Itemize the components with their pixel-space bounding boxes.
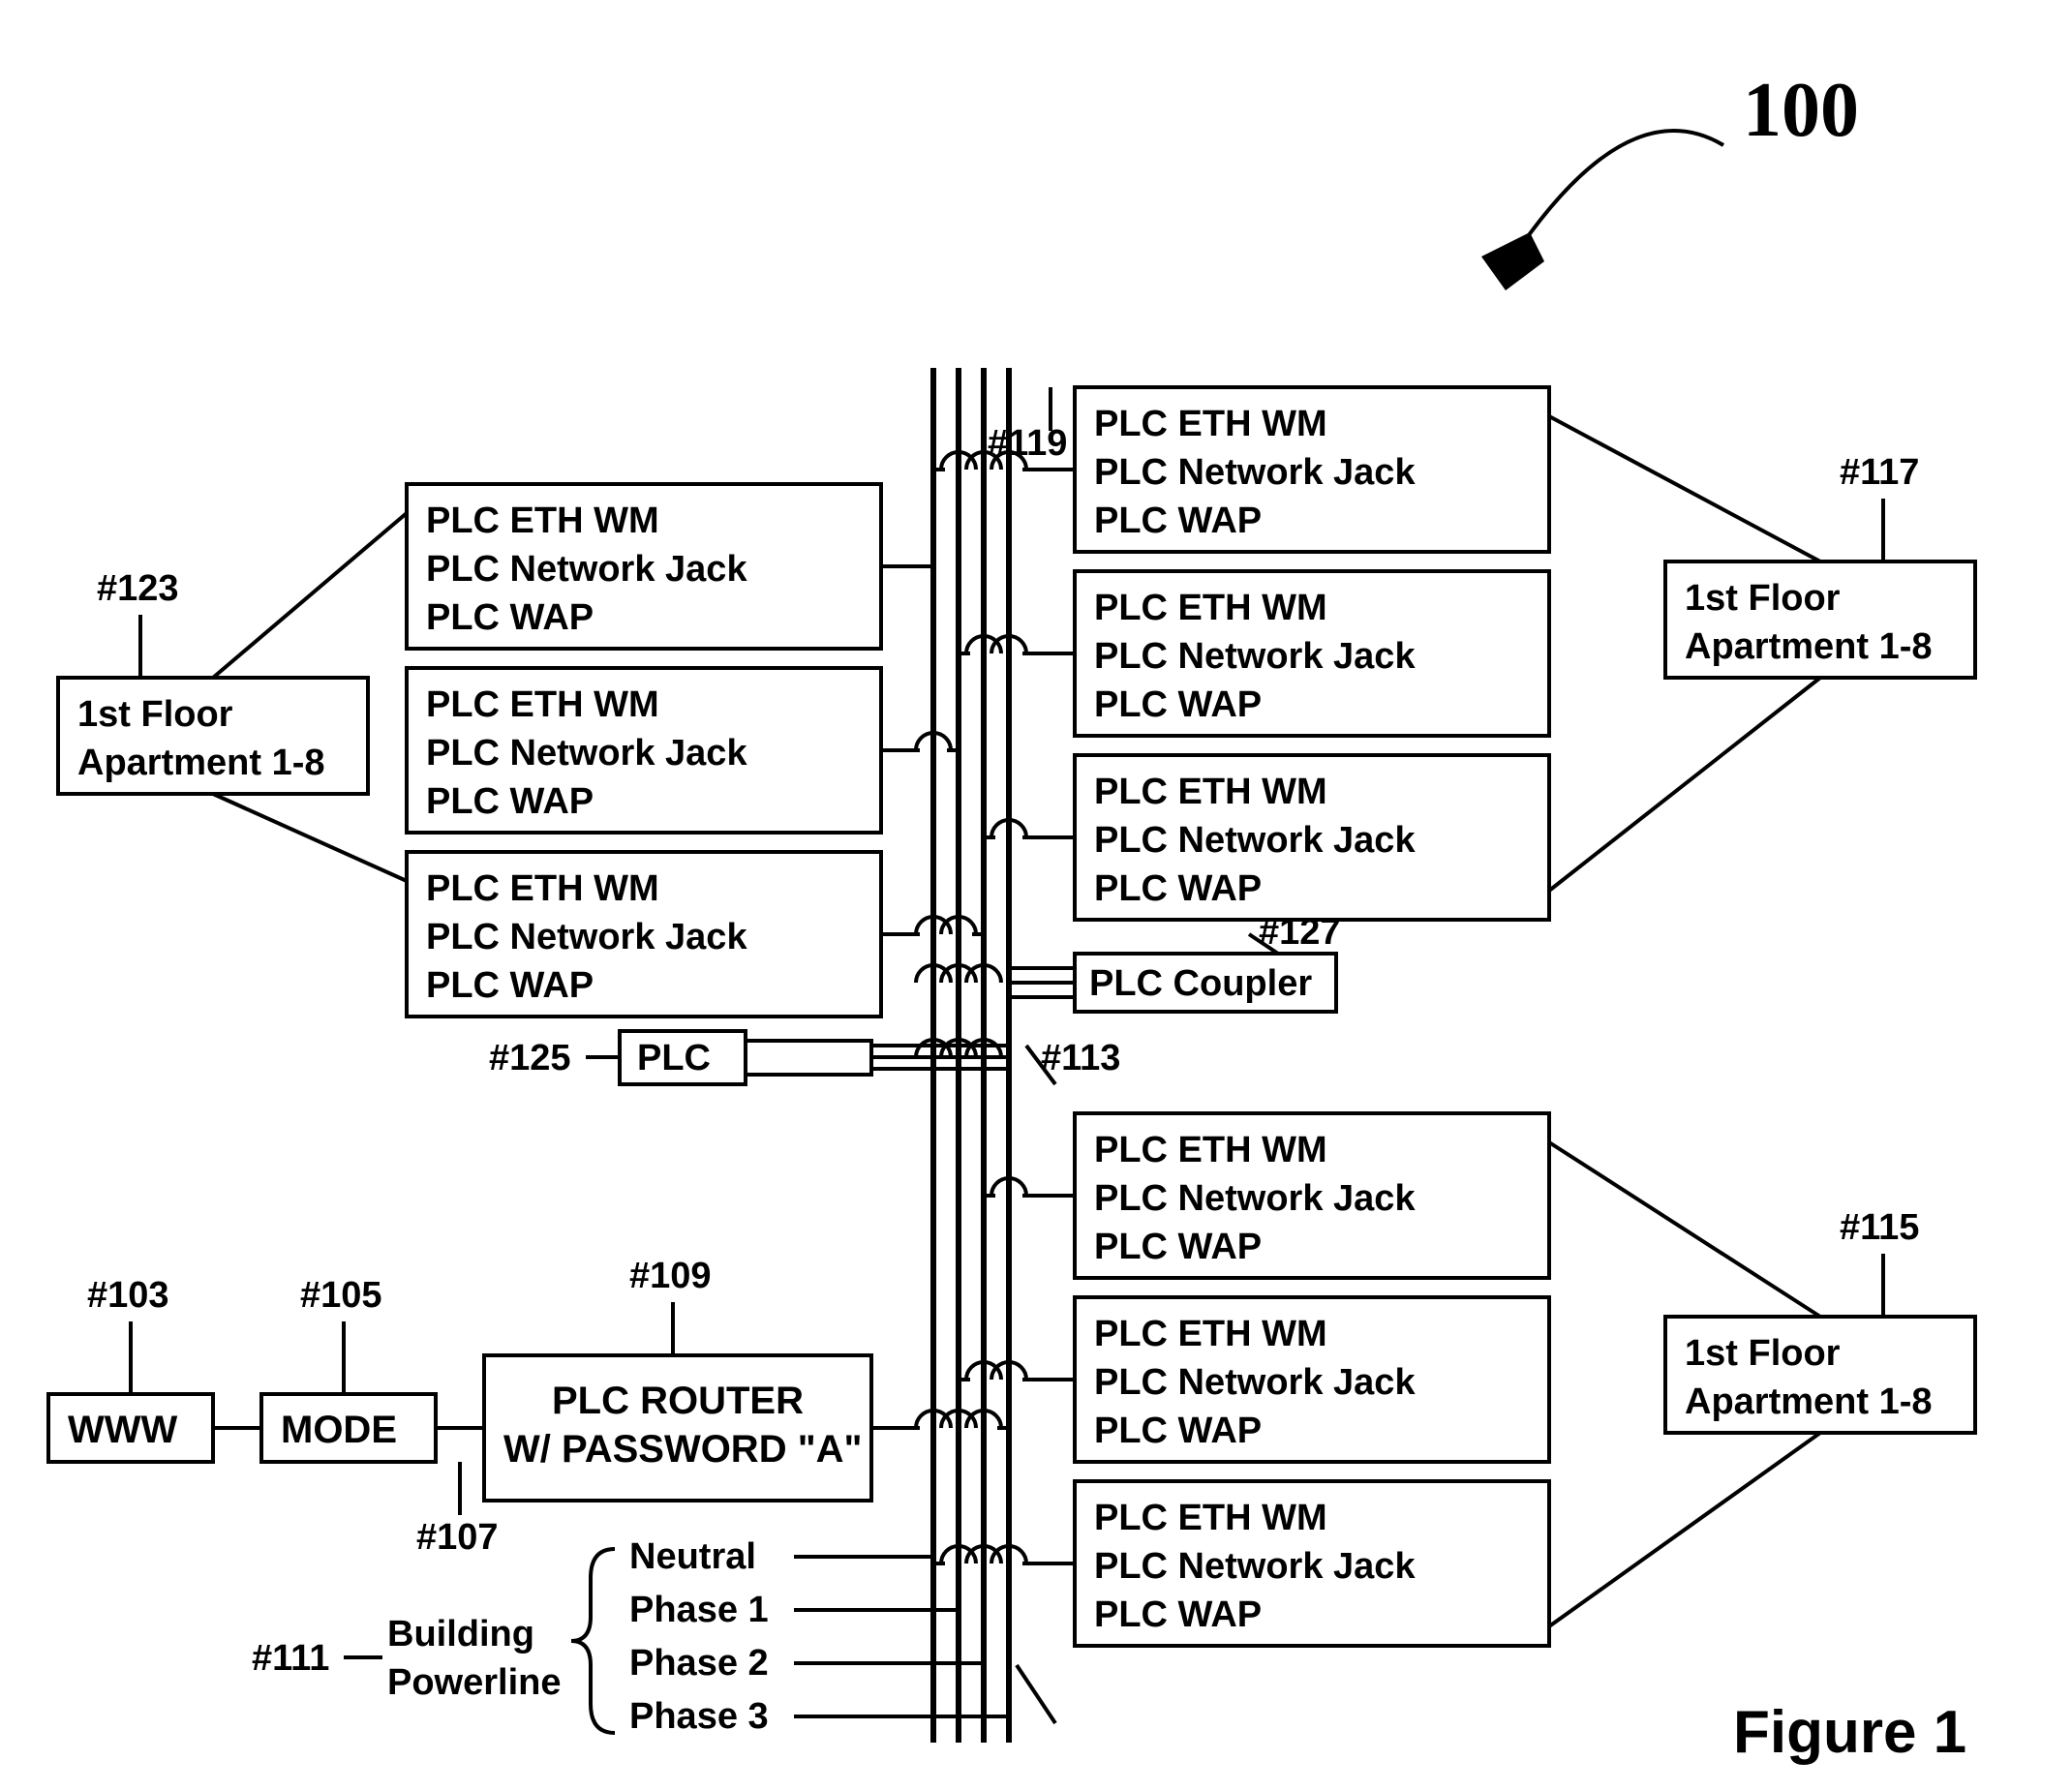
svg-text:PLC Network Jack: PLC Network Jack <box>1094 1362 1416 1403</box>
svg-text:PLC Network Jack: PLC Network Jack <box>1094 820 1416 861</box>
svg-text:PLC Network Jack: PLC Network Jack <box>426 549 747 590</box>
svg-text:PLC WAP: PLC WAP <box>1094 501 1262 541</box>
svg-text:PLC Network Jack: PLC Network Jack <box>426 917 747 957</box>
svg-text:PLC ETH WM: PLC ETH WM <box>1094 1314 1327 1354</box>
figure-label: Figure 1 <box>1733 1699 1966 1766</box>
plc-box-rbot-2: PLC ETH WM PLC Network Jack PLC WAP <box>959 1297 1549 1462</box>
svg-text:PLC Network Jack: PLC Network Jack <box>426 733 747 774</box>
svg-text:Phase 1: Phase 1 <box>629 1590 769 1630</box>
svg-text:#103: #103 <box>87 1275 169 1316</box>
svg-text:PLC: PLC <box>637 1038 711 1078</box>
svg-text:PLC WAP: PLC WAP <box>426 597 594 638</box>
svg-text:PLC WAP: PLC WAP <box>1094 1594 1262 1635</box>
svg-text:Phase 2: Phase 2 <box>629 1643 769 1684</box>
svg-text:PLC ETH WM: PLC ETH WM <box>1094 404 1327 444</box>
svg-text:PLC WAP: PLC WAP <box>426 965 594 1006</box>
plc-box-left-3: PLC ETH WM PLC Network Jack PLC WAP <box>407 852 984 1017</box>
plc-box-left-2: PLC ETH WM PLC Network Jack PLC WAP <box>407 668 959 833</box>
svg-text:1st Floor: 1st Floor <box>1685 578 1841 619</box>
svg-text:PLC ETH WM: PLC ETH WM <box>426 501 659 541</box>
svg-text:Apartment 1-8: Apartment 1-8 <box>1685 626 1933 667</box>
svg-text:#117: #117 <box>1840 452 1919 493</box>
svg-text:#107: #107 <box>416 1517 499 1558</box>
svg-text:PLC ETH WM: PLC ETH WM <box>426 684 659 725</box>
svg-text:PLC Network Jack: PLC Network Jack <box>1094 1178 1416 1219</box>
svg-text:#119: #119 <box>988 423 1067 464</box>
svg-text:PLC Network Jack: PLC Network Jack <box>1094 636 1416 677</box>
svg-text:#125: #125 <box>489 1038 571 1078</box>
svg-text:PLC ETH WM: PLC ETH WM <box>1094 1498 1327 1538</box>
svg-text:Apartment 1-8: Apartment 1-8 <box>1685 1381 1933 1422</box>
svg-text:WWW: WWW <box>68 1409 178 1451</box>
plc-box-rbot-1: PLC ETH WM PLC Network Jack PLC WAP <box>984 1113 1549 1278</box>
svg-text:Building: Building <box>387 1614 534 1654</box>
svg-text:#127: #127 <box>1259 912 1341 953</box>
svg-text:Apartment 1-8: Apartment 1-8 <box>77 743 325 783</box>
svg-text:PLC Coupler: PLC Coupler <box>1089 963 1312 1004</box>
router-box: PLC ROUTER W/ PASSWORD "A" #109 #107 <box>416 1256 1009 1558</box>
ref-113: #113 <box>1041 1038 1120 1078</box>
svg-text:Neutral: Neutral <box>629 1536 756 1577</box>
svg-text:PLC Network Jack: PLC Network Jack <box>1094 452 1416 493</box>
svg-text:PLC ETH WM: PLC ETH WM <box>426 868 659 909</box>
plc-box-rtop-2: PLC ETH WM PLC Network Jack PLC WAP <box>959 571 1549 736</box>
svg-text:#105: #105 <box>300 1275 382 1316</box>
plc-box-rtop-1: PLC ETH WM PLC Network Jack PLC WAP #119 <box>933 387 1549 552</box>
svg-text:PLC ROUTER: PLC ROUTER <box>552 1380 804 1422</box>
svg-text:MODE: MODE <box>281 1409 397 1451</box>
svg-text:#115: #115 <box>1840 1207 1919 1248</box>
svg-text:PLC WAP: PLC WAP <box>1094 1227 1262 1267</box>
plc-box-rbot-3: PLC ETH WM PLC Network Jack PLC WAP <box>933 1481 1549 1646</box>
svg-text:PLC ETH WM: PLC ETH WM <box>1094 772 1327 812</box>
svg-text:PLC Network Jack: PLC Network Jack <box>1094 1546 1416 1587</box>
www-box: WWW #103 <box>48 1275 213 1462</box>
plc-box-left-1: PLC ETH WM PLC Network Jack PLC WAP <box>407 484 933 649</box>
svg-text:PLC WAP: PLC WAP <box>426 781 594 822</box>
svg-text:1st Floor: 1st Floor <box>1685 1333 1841 1374</box>
plc-box-rtop-3: PLC ETH WM PLC Network Jack PLC WAP <box>984 755 1549 920</box>
svg-text:Powerline: Powerline <box>387 1662 562 1703</box>
svg-text:#109: #109 <box>629 1256 712 1296</box>
svg-text:W/ PASSWORD "A": W/ PASSWORD "A" <box>503 1428 863 1471</box>
svg-text:PLC WAP: PLC WAP <box>1094 684 1262 725</box>
svg-text:Phase 3: Phase 3 <box>629 1696 769 1737</box>
apt-right-top: 1st Floor Apartment 1-8 #117 <box>1549 416 1975 891</box>
svg-text:#123: #123 <box>97 568 179 609</box>
apt-left: 1st Floor Apartment 1-8 #123 <box>58 513 407 881</box>
svg-text:#111: #111 <box>252 1638 329 1679</box>
svg-text:PLC WAP: PLC WAP <box>1094 868 1262 909</box>
svg-text:PLC ETH WM: PLC ETH WM <box>1094 1130 1327 1170</box>
plc-coupler: PLC Coupler #127 <box>916 912 1341 1012</box>
svg-text:1st Floor: 1st Floor <box>77 694 233 735</box>
mode-box: MODE #105 <box>261 1275 436 1462</box>
svg-text:100: 100 <box>1743 68 1859 153</box>
svg-text:PLC ETH WM: PLC ETH WM <box>1094 588 1327 628</box>
apt-right-bot: 1st Floor Apartment 1-8 #115 <box>1549 1142 1975 1626</box>
annotation-100: 100 <box>1481 68 1859 290</box>
svg-text:PLC WAP: PLC WAP <box>1094 1411 1262 1451</box>
